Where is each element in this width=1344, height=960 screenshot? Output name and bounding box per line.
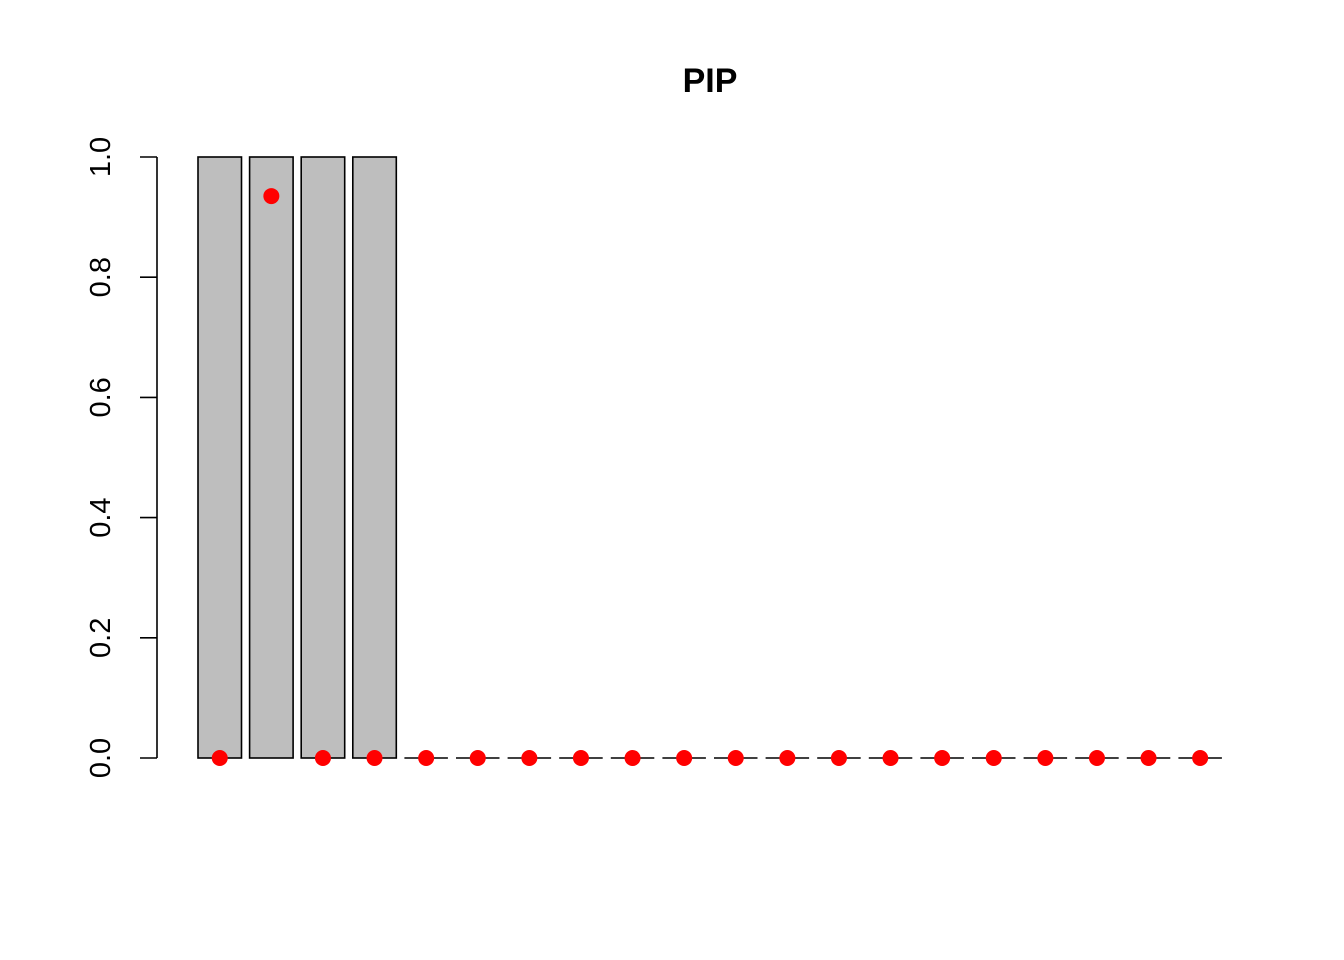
y-tick-label: 0.0: [85, 738, 117, 778]
point: [779, 750, 796, 766]
point: [572, 750, 589, 766]
bar: [248, 156, 294, 759]
point: [1192, 750, 1209, 766]
bar: [300, 156, 346, 759]
point: [1088, 750, 1105, 766]
point: [624, 750, 641, 766]
point: [676, 750, 693, 766]
y-tick-label: 0.2: [85, 618, 117, 658]
y-tick-label: 0.4: [85, 497, 117, 537]
point: [263, 188, 280, 205]
point: [727, 750, 744, 766]
point: [211, 750, 228, 766]
y-tick-label: 0.8: [85, 257, 117, 297]
chart-title: PIP: [683, 62, 738, 100]
point: [985, 750, 1002, 766]
y-axis: 0.0 0.2 0.4 0.6 0.8 1.0: [85, 137, 158, 778]
point: [1140, 750, 1157, 766]
point: [418, 750, 435, 766]
bars: [197, 156, 1222, 759]
y-tick-label: 0.6: [85, 377, 117, 417]
point: [521, 750, 538, 766]
point: [1037, 750, 1054, 766]
point: [934, 750, 951, 766]
bar: [351, 156, 398, 759]
point: [314, 750, 331, 766]
point: [882, 750, 899, 766]
point: [469, 750, 486, 766]
point: [830, 750, 847, 766]
y-tick-label: 1.0: [85, 137, 117, 177]
bar: [197, 156, 243, 759]
points: [211, 188, 1209, 766]
point: [366, 750, 383, 766]
